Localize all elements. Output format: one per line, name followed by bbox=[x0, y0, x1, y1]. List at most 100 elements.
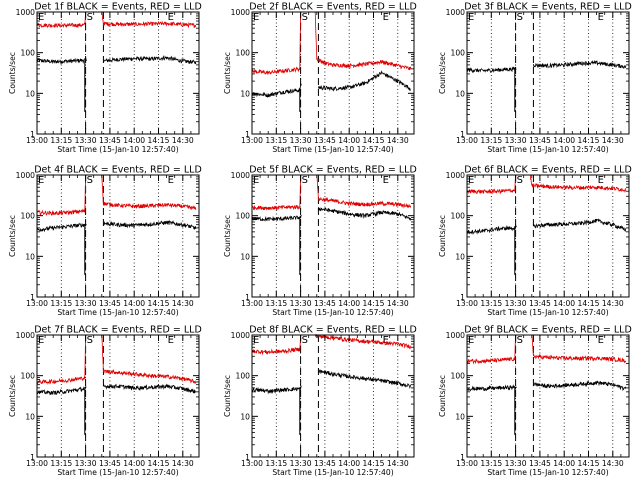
x-axis-label: Start Time (15-Jan-10 12:57:40) bbox=[57, 145, 178, 154]
x-tick-label: 13:00 bbox=[456, 136, 478, 145]
marker-label-e-start: E bbox=[468, 335, 474, 346]
y-tick-label: 1 bbox=[460, 130, 465, 139]
x-tick-label: 14:15 bbox=[578, 299, 600, 308]
marker-label-e-start: E bbox=[468, 12, 474, 23]
marker-label-e-start: E bbox=[253, 175, 259, 186]
panel-title: Det 9f BLACK = Events, RED = LLD bbox=[464, 325, 632, 336]
y-tick-label: 10 bbox=[25, 89, 35, 98]
marker-label-e-end: E bbox=[598, 12, 604, 23]
x-tick-label: 13:45 bbox=[529, 459, 551, 468]
series-lld-line bbox=[251, 333, 412, 356]
x-tick-label: 13:00 bbox=[241, 299, 263, 308]
panel-title: Det 3f BLACK = Events, RED = LLD bbox=[464, 2, 632, 13]
x-tick-label: 14:15 bbox=[363, 459, 385, 468]
panel-title: Det 7f BLACK = Events, RED = LLD bbox=[34, 325, 202, 336]
x-tick-label: 14:30 bbox=[387, 459, 409, 468]
x-axis-label: Start Time (15-Jan-10 12:57:40) bbox=[57, 468, 178, 477]
x-tick-label: 13:45 bbox=[99, 136, 121, 145]
marker-label-e-start: E bbox=[253, 12, 259, 23]
y-tick-label: 1 bbox=[460, 293, 465, 302]
x-tick-label: 13:30 bbox=[75, 299, 97, 308]
panel-title: Det 6f BLACK = Events, RED = LLD bbox=[464, 165, 632, 176]
x-tick-label: 13:45 bbox=[529, 136, 551, 145]
y-tick-label: 100 bbox=[21, 212, 36, 221]
x-tick-label: 13:15 bbox=[50, 459, 72, 468]
x-tick-label: 13:00 bbox=[26, 299, 48, 308]
x-tick-label: 13:30 bbox=[290, 459, 312, 468]
panel-title: Det 2f BLACK = Events, RED = LLD bbox=[249, 2, 417, 13]
x-tick-label: 13:15 bbox=[265, 136, 287, 145]
marker-label-s: S bbox=[302, 175, 308, 186]
series-lld-line bbox=[466, 174, 627, 195]
y-axis-label: Counts/sec bbox=[438, 375, 447, 417]
y-tick-label: 1000 bbox=[446, 331, 465, 340]
x-tick-label: 13:15 bbox=[480, 136, 502, 145]
y-axis-label: Counts/sec bbox=[438, 215, 447, 257]
x-tick-label: 14:15 bbox=[578, 136, 600, 145]
x-axis-label: Start Time (15-Jan-10 12:57:40) bbox=[272, 308, 393, 317]
x-tick-label: 14:30 bbox=[387, 136, 409, 145]
marker-label-e-start: E bbox=[253, 335, 259, 346]
marker-label-e-end: E bbox=[598, 175, 604, 186]
y-axis-label: Counts/sec bbox=[223, 52, 232, 94]
marker-label-s: S bbox=[517, 12, 523, 23]
series-lld-line bbox=[251, 174, 412, 211]
y-tick-label: 1000 bbox=[446, 8, 465, 17]
x-tick-label: 13:15 bbox=[50, 136, 72, 145]
x-tick-label: 14:00 bbox=[123, 459, 145, 468]
marker-label-s: S bbox=[517, 335, 523, 346]
marker-label-s: S bbox=[87, 335, 93, 346]
marker-label-e-end: E bbox=[168, 335, 174, 346]
series-events-line bbox=[466, 218, 627, 235]
x-tick-label: 14:30 bbox=[172, 136, 194, 145]
x-tick-label: 13:45 bbox=[314, 459, 336, 468]
panel-title: Det 5f BLACK = Events, RED = LLD bbox=[249, 165, 417, 176]
x-tick-label: 14:15 bbox=[578, 459, 600, 468]
marker-label-e-start: E bbox=[38, 175, 44, 186]
y-tick-label: 1000 bbox=[231, 171, 250, 180]
y-tick-label: 100 bbox=[236, 372, 251, 381]
y-axis-label: Counts/sec bbox=[223, 215, 232, 257]
y-tick-label: 10 bbox=[455, 412, 465, 421]
panel-title: Det 1f BLACK = Events, RED = LLD bbox=[34, 2, 202, 13]
series-events-line bbox=[466, 380, 627, 392]
x-axis-label: Start Time (15-Jan-10 12:57:40) bbox=[487, 145, 608, 154]
y-tick-label: 1 bbox=[245, 453, 250, 462]
marker-label-s: S bbox=[87, 12, 93, 23]
marker-label-s: S bbox=[87, 175, 93, 186]
x-tick-label: 14:00 bbox=[123, 136, 145, 145]
x-tick-label: 14:30 bbox=[387, 299, 409, 308]
x-axis-label: Start Time (15-Jan-10 12:57:40) bbox=[272, 145, 393, 154]
x-tick-label: 14:00 bbox=[123, 299, 145, 308]
x-tick-label: 13:00 bbox=[241, 459, 263, 468]
x-tick-label: 13:45 bbox=[99, 459, 121, 468]
y-tick-label: 1000 bbox=[231, 8, 250, 17]
marker-label-e-start: E bbox=[38, 12, 44, 23]
y-tick-label: 1 bbox=[30, 130, 35, 139]
x-tick-label: 14:00 bbox=[338, 299, 360, 308]
y-tick-label: 100 bbox=[21, 49, 36, 58]
x-tick-label: 13:00 bbox=[241, 136, 263, 145]
y-tick-label: 1 bbox=[30, 293, 35, 302]
y-tick-label: 1 bbox=[460, 453, 465, 462]
x-tick-label: 14:00 bbox=[553, 136, 575, 145]
marker-label-s: S bbox=[302, 335, 308, 346]
y-tick-label: 100 bbox=[236, 212, 251, 221]
x-tick-label: 14:00 bbox=[553, 459, 575, 468]
y-tick-label: 10 bbox=[240, 89, 250, 98]
y-tick-label: 100 bbox=[451, 372, 466, 381]
marker-label-e-end: E bbox=[168, 175, 174, 186]
x-tick-label: 13:45 bbox=[99, 299, 121, 308]
y-tick-label: 1000 bbox=[16, 331, 35, 340]
x-tick-label: 13:30 bbox=[505, 459, 527, 468]
x-tick-label: 14:15 bbox=[363, 299, 385, 308]
x-tick-label: 13:15 bbox=[265, 459, 287, 468]
marker-label-e-end: E bbox=[168, 12, 174, 23]
